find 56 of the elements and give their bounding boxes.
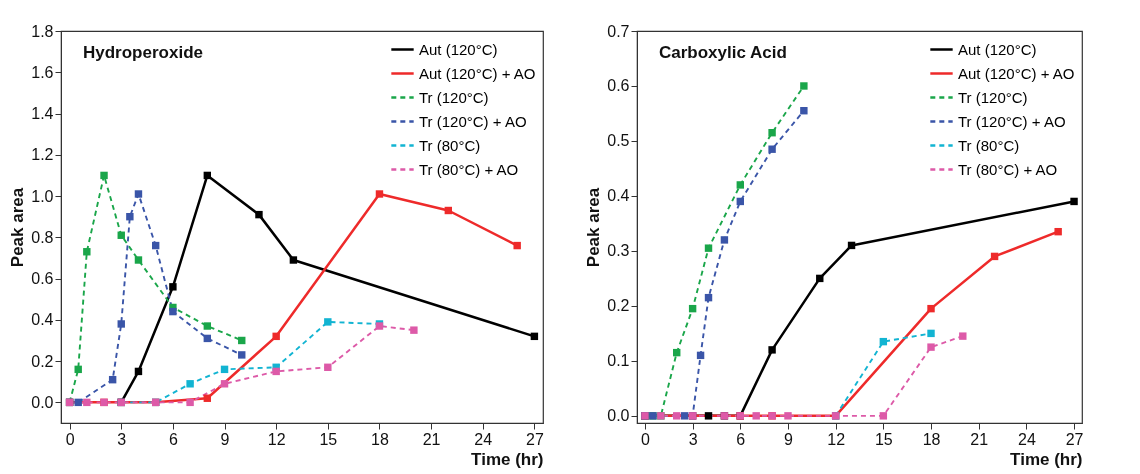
y-tick-label: 0.4 xyxy=(607,187,630,205)
legend-label: Tr (120°C) + AO xyxy=(958,112,1066,130)
y-tick-label: 0.7 xyxy=(607,22,630,40)
y-tick-label: 0.5 xyxy=(607,132,630,150)
y-tick-label: 0.0 xyxy=(607,407,630,425)
x-tick-label: 18 xyxy=(371,430,389,448)
x-tick-label: 6 xyxy=(736,430,746,448)
x-tick-label: 15 xyxy=(319,430,338,448)
x-tick-label: 3 xyxy=(688,430,698,448)
y-tick-label: 0.6 xyxy=(607,77,630,95)
y-tick-label: 0.3 xyxy=(607,242,630,260)
x-tick-label: 27 xyxy=(1065,430,1084,448)
legend-label: Tr (80°C) xyxy=(419,136,481,154)
y-axis-title: Peak area xyxy=(8,187,28,268)
y-tick-label: 0.0 xyxy=(31,393,54,411)
x-axis-title: Time (hr) xyxy=(1010,449,1083,469)
legend-label: Tr (120°C) xyxy=(419,88,489,106)
x-tick-label: 18 xyxy=(922,430,941,448)
x-tick-label: 3 xyxy=(117,430,127,448)
y-tick-label: 1.0 xyxy=(31,187,54,205)
legend-label: Aut (120°C) xyxy=(419,40,498,58)
y-tick-label: 1.6 xyxy=(31,63,54,81)
text: Hydroperoxide xyxy=(83,43,203,62)
y-tick-label: 0.8 xyxy=(31,228,54,246)
y-tick-label: 0.2 xyxy=(607,297,630,315)
legend-label: Aut (120°C) + AO xyxy=(958,64,1075,82)
x-tick-label: 6 xyxy=(168,430,178,448)
x-tick-label: 21 xyxy=(970,430,989,448)
x-tick-label: 9 xyxy=(220,430,230,448)
y-tick-label: 1.8 xyxy=(31,22,54,40)
text: Carboxylic Acid xyxy=(659,43,787,62)
legend-label: Tr (120°C) xyxy=(958,88,1028,106)
x-tick-label: 0 xyxy=(65,430,75,448)
x-axis-title: Time (hr) xyxy=(471,449,544,469)
x-tick-label: 9 xyxy=(784,430,794,448)
x-tick-label: 27 xyxy=(525,430,544,448)
x-tick-label: 0 xyxy=(640,430,650,448)
legend-label: Tr (120°C) + AO xyxy=(419,112,527,130)
y-tick-label: 1.2 xyxy=(31,146,54,164)
y-tick-label: 0.1 xyxy=(607,352,630,370)
legend-label: Aut (120°C) xyxy=(958,40,1037,58)
x-tick-label: 21 xyxy=(422,430,441,448)
x-tick-label: 24 xyxy=(474,430,493,448)
x-tick-label: 15 xyxy=(874,430,893,448)
y-tick-label: 0.4 xyxy=(31,311,54,329)
x-tick-label: 12 xyxy=(267,430,286,448)
y-tick-label: 0.2 xyxy=(31,352,54,370)
x-tick-label: 24 xyxy=(1017,430,1036,448)
x-tick-label: 12 xyxy=(827,430,846,448)
legend-label: Tr (80°C) + AO xyxy=(958,160,1058,178)
y-tick-label: 1.4 xyxy=(31,105,54,123)
legend-label: Tr (80°C) xyxy=(958,136,1020,154)
legend-label: Tr (80°C) + AO xyxy=(419,160,519,178)
y-tick-label: 0.6 xyxy=(31,270,54,288)
y-axis-title: Peak area xyxy=(584,187,604,268)
legend-label: Aut (120°C) + AO xyxy=(419,64,536,82)
